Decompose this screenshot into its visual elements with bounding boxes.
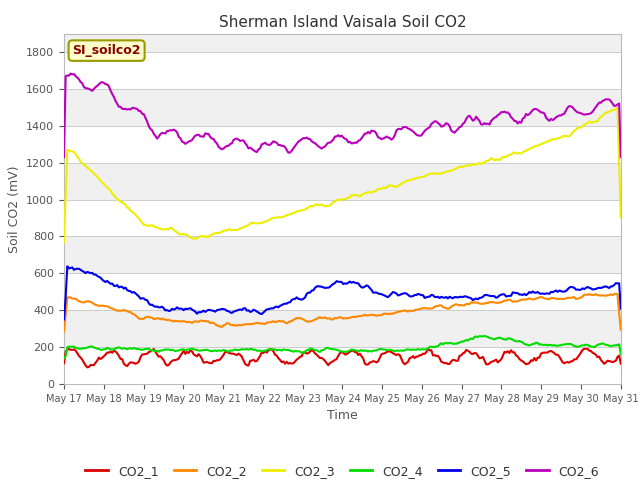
Bar bbox=[64, 347, 621, 384]
Legend: CO2_1, CO2_2, CO2_3, CO2_4, CO2_5, CO2_6: CO2_1, CO2_2, CO2_3, CO2_4, CO2_5, CO2_6 bbox=[81, 460, 604, 480]
Bar bbox=[64, 15, 621, 52]
Bar bbox=[64, 126, 621, 163]
Bar bbox=[64, 52, 621, 89]
Bar bbox=[64, 163, 621, 200]
Text: SI_soilco2: SI_soilco2 bbox=[72, 44, 141, 57]
Bar bbox=[64, 273, 621, 310]
X-axis label: Time: Time bbox=[327, 409, 358, 422]
Y-axis label: Soil CO2 (mV): Soil CO2 (mV) bbox=[8, 165, 20, 252]
Bar bbox=[64, 89, 621, 126]
Bar bbox=[64, 237, 621, 273]
Title: Sherman Island Vaisala Soil CO2: Sherman Island Vaisala Soil CO2 bbox=[219, 15, 466, 30]
Bar bbox=[64, 310, 621, 347]
Bar bbox=[64, 200, 621, 237]
